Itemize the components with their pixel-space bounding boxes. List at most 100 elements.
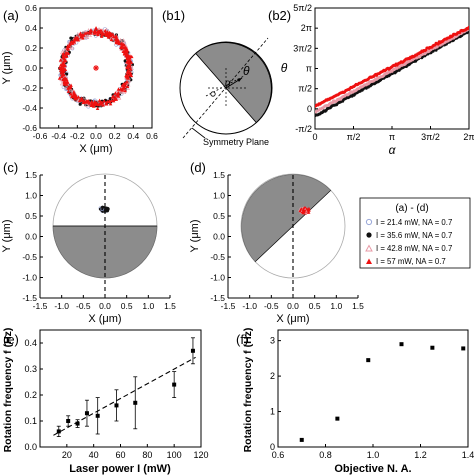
x-tick-label: 20 [62, 450, 72, 460]
cluster-point [301, 207, 306, 211]
y-tick-label: -1.5 [22, 293, 37, 303]
panel-f-x-ticks: 0.6 0.8 1.0 1.2 1.4 [272, 444, 474, 460]
ring-point [72, 40, 77, 44]
data-point [114, 403, 119, 408]
ring-point [104, 102, 109, 106]
ring-point [79, 34, 84, 39]
y-tick-label: -0.2 [22, 83, 37, 93]
ring-point [113, 95, 118, 100]
ring-point [65, 44, 70, 48]
cluster-point [104, 207, 108, 211]
y-tick-label: 3π/2 [293, 43, 312, 53]
legend-marker-open-triangle [365, 244, 373, 252]
ring-point [57, 76, 62, 80]
legend-entry-label: I = 57 mW, NA = 0.7 [376, 257, 446, 266]
ring-point [89, 28, 93, 32]
ring-point [63, 67, 68, 72]
x-tick-label: 3π/2 [421, 132, 440, 142]
panel-b1-label: (b1) [162, 8, 185, 23]
data-point [430, 345, 435, 350]
ring-point [93, 99, 97, 104]
y-tick-label: 0.0 [25, 63, 37, 73]
data-point [172, 382, 177, 387]
x-tick-label: 0 [312, 132, 317, 142]
panel-c-x-axis-label: X (μm) [88, 313, 121, 325]
y-tick-label: -1.0 [22, 273, 37, 283]
ring-point [88, 30, 93, 35]
panel-f: (f) 0.6 0.8 1.0 1.2 1.4 0 1 2 3 Objective N. A.… [236, 328, 474, 475]
y-tick-label: 3 [270, 336, 275, 346]
x-tick-label: 0.2 [109, 131, 121, 141]
ring-point [59, 74, 64, 79]
ring-point [107, 99, 112, 103]
legend-entry-label: I = 21.4 mW, NA = 0.7 [376, 218, 452, 227]
ring-point [129, 60, 134, 64]
ring-point [103, 31, 108, 35]
panel-d-y-axis-label: Y (μm) [189, 219, 201, 252]
panel-b1-dashed-guide [205, 75, 245, 97]
cluster-point [302, 209, 306, 214]
ring-point [61, 55, 65, 60]
ring-point [123, 59, 127, 63]
data-point [75, 421, 80, 426]
legend: (a) - (d) I = 21.4 mW, NA = 0.7 I = 35.6… [359, 197, 471, 269]
x-tick-label: 1.2 [414, 450, 427, 460]
ring-point [94, 101, 99, 105]
x-tick-label: 1.5 [352, 301, 364, 311]
y-tick-label: 0.5 [25, 211, 37, 221]
ring-point [62, 48, 68, 53]
y-tick-label: 0.0 [213, 232, 225, 242]
ring-point [103, 28, 108, 33]
panel-b2-x-ticks: 0 π/2 π 3π/2 2π [312, 126, 474, 142]
ring-point [62, 80, 67, 84]
data-point [461, 346, 466, 351]
ring-point [95, 106, 100, 110]
ring-point [127, 57, 132, 62]
ring-point [65, 46, 70, 50]
y-tick-label: -1.5 [210, 293, 225, 303]
ring-point [65, 80, 70, 84]
ring-point [97, 98, 102, 103]
ring-point [69, 39, 74, 44]
data-point [190, 348, 195, 353]
y-tick-label: 0.0 [24, 442, 37, 452]
ring-point [110, 98, 114, 103]
ring-point [114, 39, 119, 43]
legend-entry-4: I = 57 mW, NA = 0.7 [366, 257, 446, 266]
ring-point [110, 95, 115, 99]
ring-point [125, 76, 130, 80]
legend-marker-open-circle [365, 218, 373, 226]
x-tick-label: 1.5 [164, 301, 176, 311]
panel-c-cluster [98, 205, 110, 213]
panel-f-label: (f) [236, 332, 248, 347]
panel-a-label: (a) [3, 8, 19, 23]
ring-point [125, 60, 129, 64]
ring-point [90, 102, 95, 106]
y-tick-label: 0.4 [25, 23, 37, 33]
y-tick-label: -0.5 [22, 252, 37, 262]
ring-point [64, 84, 69, 89]
ring-point [127, 62, 132, 66]
ring-point [86, 98, 91, 103]
ring-point [123, 88, 128, 93]
y-tick-label: 0.2 [25, 43, 37, 53]
ring-point [129, 73, 134, 78]
legend-entry-1: I = 21.4 mW, NA = 0.7 [365, 218, 452, 227]
ring-point [107, 30, 112, 35]
y-tick-label: 0.4 [24, 338, 37, 348]
ring-point [114, 37, 118, 41]
cluster-point [103, 209, 107, 213]
x-tick-label: 0.0 [99, 301, 111, 311]
ring-point [106, 35, 111, 39]
ring-point [61, 53, 65, 58]
y-tick-label: 1.5 [213, 170, 225, 180]
ring-point [75, 32, 81, 37]
panel-b1-shaded-half [195, 42, 272, 124]
panel-c-x-ticks: -1.5 -1.0 -0.5 0.0 0.5 1.0 1.5 [33, 295, 176, 311]
legend-title: (a) - (d) [395, 203, 428, 214]
ring-point [77, 98, 82, 103]
panel-b1-symmetry-label: Symmetry Plane [203, 137, 269, 147]
ring-point [63, 77, 67, 82]
data-point [133, 400, 138, 405]
ring-point [98, 102, 103, 106]
